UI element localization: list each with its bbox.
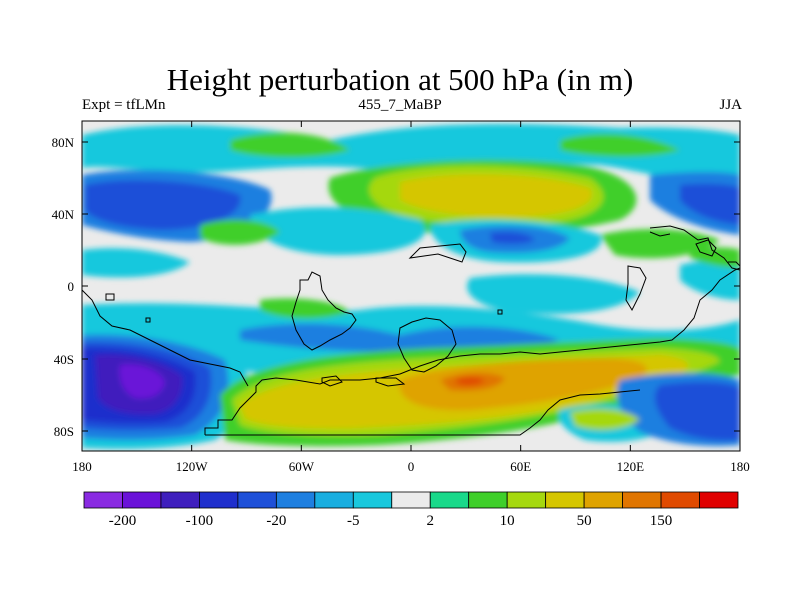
x-tick-label: 120E xyxy=(617,459,645,474)
colorbar-label: 150 xyxy=(650,513,673,529)
contour-eurasia-gold xyxy=(400,174,592,218)
contour-pacific-violet xyxy=(119,364,165,399)
x-tick-label: 180 xyxy=(730,459,750,474)
coast-small-islands-1 xyxy=(105,293,115,301)
contour-north-green-2 xyxy=(560,133,680,157)
contour-indian-cyan xyxy=(680,260,740,300)
colorbar-label: 50 xyxy=(577,513,592,529)
y-tick-label: 40N xyxy=(52,207,75,222)
contour-na-deep xyxy=(85,180,241,230)
colorbar-swatch xyxy=(429,491,470,509)
coast-mediterranean xyxy=(408,243,467,263)
colorbar-swatch xyxy=(314,491,354,509)
y-tick-label: 80S xyxy=(54,424,74,439)
coast-mid-island xyxy=(321,375,343,387)
contour-atlantic-cyan xyxy=(250,207,426,255)
contour-west-green xyxy=(200,219,280,245)
coast-east-asia xyxy=(649,225,740,271)
colorbar-swatch xyxy=(660,491,700,509)
colorbar-swatch xyxy=(237,491,277,509)
colorbar-swatch xyxy=(275,491,316,509)
contour-asia-deep xyxy=(680,183,740,225)
coast-africa xyxy=(397,317,457,373)
colorbar-swatch xyxy=(622,491,662,509)
height-field xyxy=(82,121,740,451)
contour-tropic-east-cyan xyxy=(467,274,640,315)
colorbar-swatch xyxy=(122,491,162,509)
colorbar-label: -100 xyxy=(186,513,214,529)
colorbar-swatch xyxy=(545,491,585,509)
contour-north-green xyxy=(230,132,350,158)
colorbar-swatch xyxy=(352,491,393,509)
colorbar-swatch xyxy=(160,491,200,509)
colorbar-swatch xyxy=(391,491,431,509)
contour-southern-red xyxy=(455,377,485,386)
x-tick-label: 120W xyxy=(176,459,209,474)
colorbar-swatch xyxy=(199,491,239,509)
y-tick-label: 0 xyxy=(68,279,75,294)
colorbar-swatch xyxy=(583,491,623,509)
coast-small-islands-2 xyxy=(145,317,151,323)
colorbar-label: 2 xyxy=(426,513,434,529)
y-tick-label: 80N xyxy=(52,135,75,150)
contour-europe-deep xyxy=(490,231,535,245)
contour-south-ind-deep xyxy=(654,382,740,441)
axes: 80N 40N 0 40S 80S 180 120W 60W 0 60E 120E 180 xyxy=(52,121,750,474)
coast-west-pacific xyxy=(82,289,249,387)
coastlines xyxy=(82,225,740,436)
map-title: Height perturbation at 500 hPa (in m) xyxy=(166,62,634,97)
colorbar-label: 10 xyxy=(500,513,515,529)
coast-south-cap xyxy=(205,389,641,436)
coast-south-america xyxy=(291,271,357,351)
run-label: 455_7_MaBP xyxy=(358,97,442,113)
colorbar-label: -200 xyxy=(109,513,137,529)
x-tick-label: 60E xyxy=(510,459,531,474)
coast-india xyxy=(625,265,647,312)
x-tick-label: 60W xyxy=(289,459,315,474)
experiment-label: Expt = tfLMn xyxy=(82,97,166,113)
colorbar-swatch xyxy=(83,491,123,509)
coast-small-islands-3 xyxy=(497,309,503,315)
contour-southern-orange xyxy=(399,358,647,411)
colorbar-label: -5 xyxy=(347,513,360,529)
contour-south-green xyxy=(260,298,350,319)
season-label: JJA xyxy=(719,97,742,113)
contour-south-east-yellow xyxy=(570,408,640,430)
colorbar-swatch xyxy=(699,491,739,509)
contour-tropic-west-cyan xyxy=(82,248,190,278)
x-tick-label: 0 xyxy=(408,459,415,474)
x-tick-label: 180 xyxy=(72,459,92,474)
colorbar-swatch xyxy=(506,491,547,509)
coast-south-africa-tip xyxy=(375,377,406,387)
coast-east-asia-2 xyxy=(649,231,671,237)
coast-antarctica xyxy=(204,267,740,435)
coast-maritime xyxy=(695,239,717,257)
colorbar-label: -20 xyxy=(266,513,286,529)
coast-se-asia xyxy=(728,261,740,267)
y-tick-label: 40S xyxy=(54,352,74,367)
colorbar: -200 -100 -20 -5 2 10 50 150 xyxy=(83,491,739,529)
colorbar-swatch xyxy=(468,491,508,509)
